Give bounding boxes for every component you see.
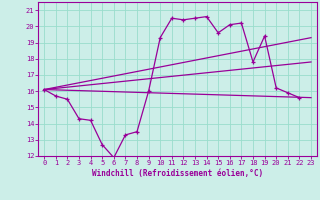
X-axis label: Windchill (Refroidissement éolien,°C): Windchill (Refroidissement éolien,°C): [92, 169, 263, 178]
